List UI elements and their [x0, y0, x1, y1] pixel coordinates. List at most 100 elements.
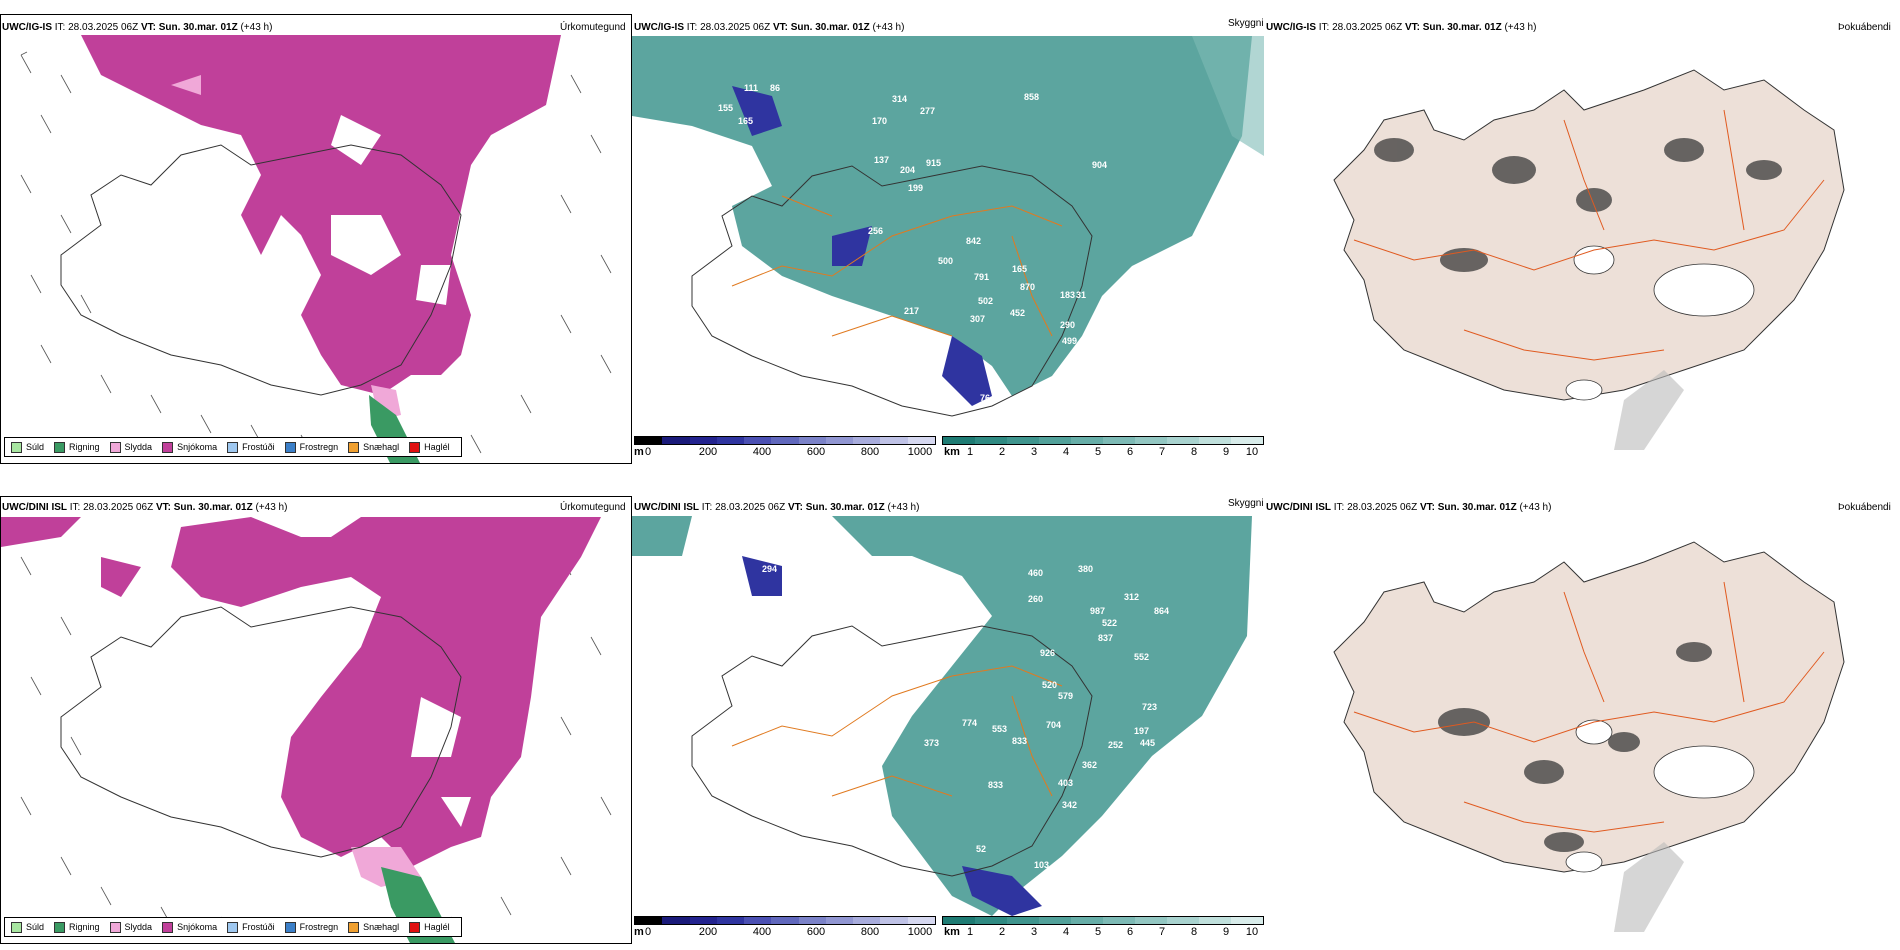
ceiling-value: 791 — [974, 272, 989, 282]
ceiling-value: 183 — [1060, 290, 1075, 300]
ceiling-values: 111 86 155 165 314 277 858 170 904 137 2… — [718, 83, 1107, 403]
legend-swatch — [284, 441, 296, 453]
ceiling-value: 522 — [1102, 618, 1117, 628]
ceiling-value: 32 — [732, 590, 742, 600]
ceiling-value: 256 — [868, 226, 883, 236]
visibility-tick: 3 — [1030, 446, 1038, 458]
precip-header-row2: UWC/DINI ISL IT: 28.03.2025 06Z VT: Sun.… — [2, 502, 288, 513]
legend-item: Súld — [11, 921, 44, 933]
ceiling-value: 199 — [908, 183, 923, 193]
precip-legend-row2: Súld Rigning Slydda Snjókoma Frostúði Fr… — [4, 917, 462, 937]
terrain — [1333, 69, 1845, 401]
legend-item: Frostregn — [284, 921, 338, 933]
ceiling-value: 723 — [1142, 702, 1157, 712]
ceiling-value: 314 — [892, 94, 907, 104]
ceiling-value: 52 — [976, 844, 986, 854]
legend-item: Rigning — [54, 441, 100, 453]
ceiling-value: 111 — [744, 83, 758, 93]
legend-item: Haglél — [409, 441, 450, 453]
ceiling-value: 499 — [1062, 336, 1077, 346]
ceiling-values: 294 32 115 460 380 260 987 312 864 522 8… — [732, 564, 1169, 884]
ceiling-value: 76 — [980, 393, 990, 403]
visibility-colorbar-row2: km 1 2 3 4 5 6 7 8 9 10 — [942, 916, 1264, 940]
ceiling-value: 774 — [962, 718, 977, 728]
visibility-tick: 8 — [1190, 446, 1198, 458]
precip-panel-row1: Súld Rigning Slydda Snjókoma Frostúði Fr… — [0, 14, 632, 464]
roads — [731, 195, 1063, 337]
ceiling-value: 704 — [1046, 720, 1061, 730]
ceiling-value: 31 — [1076, 290, 1086, 300]
ceiling-area — [732, 86, 992, 406]
ceiling-value: 277 — [920, 106, 935, 116]
ceiling-tick: 1000 — [907, 446, 933, 458]
ceiling-value: 155 — [718, 103, 733, 113]
precip-header-row1: UWC/IG-IS IT: 28.03.2025 06Z VT: Sun. 30… — [2, 22, 273, 33]
iceland-coast — [60, 606, 462, 858]
ceiling-tick: 200 — [698, 446, 718, 458]
ceiling-value: 987 — [1090, 606, 1105, 616]
ceiling-value: 10 — [910, 366, 920, 376]
ceiling-value: 165 — [1012, 264, 1027, 274]
ceiling-value: 217 — [904, 306, 919, 316]
cloud-header-row1: UWC/IG-IS IT: 28.03.2025 06Z VT: Sun. 30… — [634, 22, 905, 33]
legend-item: Frostregn — [284, 441, 338, 453]
glaciers — [1565, 245, 1755, 401]
ceiling-value: 520 — [1042, 680, 1057, 690]
legend-item: Slydda — [109, 441, 152, 453]
ceiling-colorbar-row2: m 0 200 400 600 800 1000 — [634, 916, 936, 940]
legend-item: Frostúði — [227, 441, 275, 453]
precip-panel-row2: Súld Rigning Slydda Snjókoma Frostúði Fr… — [0, 496, 632, 944]
ceiling-colorbar-row1: m 0 200 400 600 800 1000 — [634, 436, 936, 460]
visibility-tick: 6 — [1126, 446, 1134, 458]
ceiling-value: 833 — [988, 780, 1003, 790]
roads — [1353, 109, 1825, 361]
legend-swatch — [227, 441, 239, 453]
ceiling-value: 460 — [1028, 568, 1043, 578]
legend-item: Rigning — [54, 921, 100, 933]
ceiling-value: 342 — [1062, 800, 1077, 810]
legend-swatch — [109, 441, 121, 453]
ceiling-value: 445 — [1140, 738, 1155, 748]
legend-item: Snæhagl — [348, 441, 399, 453]
cloud-panel-row1: 111 86 155 165 314 277 858 170 904 137 2… — [632, 36, 1264, 466]
visibility-tick: 5 — [1094, 446, 1102, 458]
snow-area — [1, 517, 601, 867]
ceiling-value: 915 — [926, 158, 941, 168]
ceiling-value: 362 — [1082, 760, 1097, 770]
ceiling-tick: 600 — [806, 446, 826, 458]
fog-map-row2 — [1264, 512, 1900, 948]
wind-barbs — [20, 51, 612, 454]
ceiling-value: 95 — [1056, 874, 1066, 884]
visibility-tick: 7 — [1158, 446, 1166, 458]
visibility-tick: 10 — [1245, 446, 1259, 458]
legend-item: Snjókoma — [162, 441, 217, 453]
legend-item: Haglél — [409, 921, 450, 933]
ceiling-value: 373 — [924, 738, 939, 748]
ceiling-value: 103 — [1034, 860, 1049, 870]
ceiling-value: 858 — [1024, 92, 1039, 102]
glaciers — [1565, 719, 1755, 873]
ceiling-value: 307 — [970, 314, 985, 324]
visibility-colorbar-row1: km 1 2 3 4 5 6 7 8 9 10 — [942, 436, 1264, 460]
legend-swatch — [11, 441, 22, 453]
legend-swatch — [162, 441, 174, 453]
legend-item: Snjókoma — [162, 921, 217, 933]
legend-swatch — [348, 441, 360, 453]
ceiling-value: 842 — [966, 236, 981, 246]
ceiling-value: 137 — [874, 155, 889, 165]
fog-panel-row1 — [1264, 30, 1900, 466]
roads — [1353, 581, 1825, 833]
precip-map-row1 — [1, 15, 631, 463]
ceiling-value: 252 — [1108, 740, 1123, 750]
ceiling-value: 870 — [1020, 282, 1035, 292]
ceiling-value: 833 — [1012, 736, 1027, 746]
ceiling-tick: 0 — [644, 446, 652, 458]
legend-item: Frostúði — [227, 921, 275, 933]
visibility-tick: 4 — [1062, 446, 1070, 458]
ceiling-value: 904 — [1092, 160, 1107, 170]
ceiling-value: 86 — [770, 83, 780, 93]
fog-panel-row2 — [1264, 512, 1900, 948]
precip-legend-row1: Súld Rigning Slydda Snjókoma Frostúði Fr… — [4, 437, 462, 457]
ceiling-tick: 800 — [860, 446, 880, 458]
cloud-panel-row2: 294 32 115 460 380 260 987 312 864 522 8… — [632, 516, 1264, 916]
